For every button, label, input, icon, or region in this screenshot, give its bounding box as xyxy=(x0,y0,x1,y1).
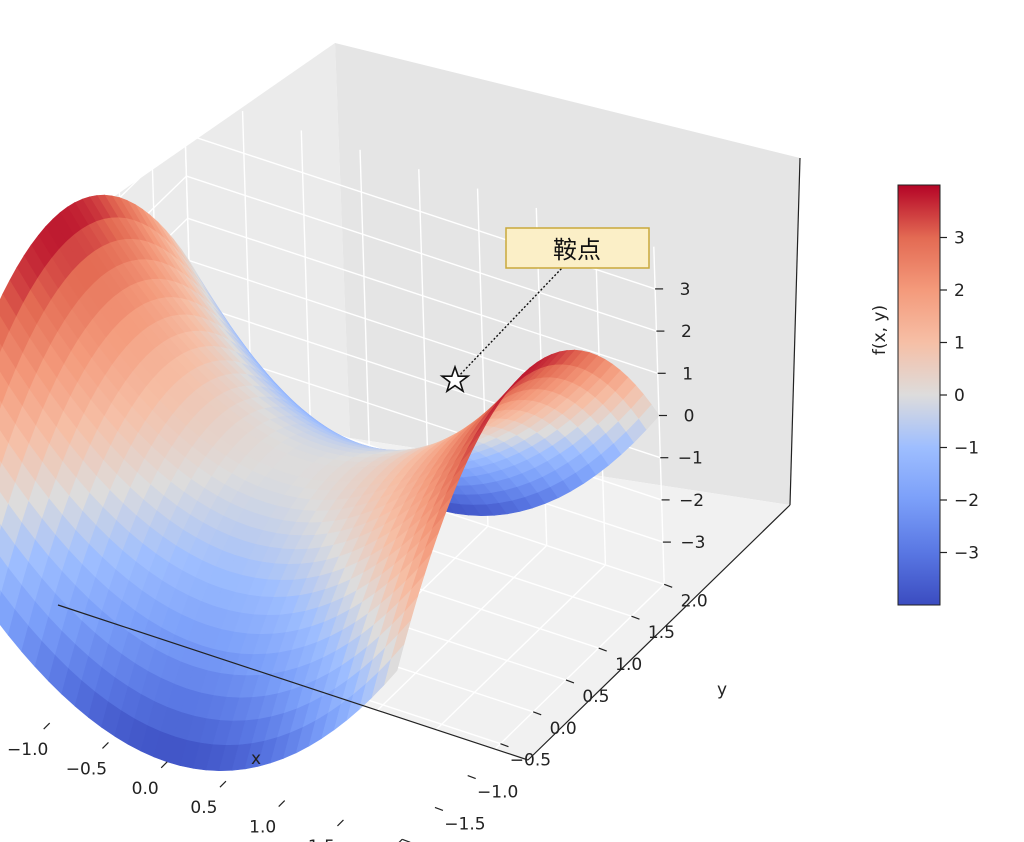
x-ticks: −2.0−1.5−1.0−0.50.00.51.01.52.0 xyxy=(7,722,403,842)
y-tick-label: −0.5 xyxy=(510,751,551,771)
x-tick-label: 1.0 xyxy=(249,818,276,838)
back-pane-right xyxy=(335,43,800,505)
colorbar-label: f(x, y) xyxy=(870,305,890,355)
z-ticks: −3 −2 −1 0 1 2 3 xyxy=(655,280,705,553)
x-tick-mark xyxy=(278,800,286,807)
z-tick-label: −2 xyxy=(679,491,704,511)
y-tick-mark xyxy=(631,615,640,620)
x-tick-mark xyxy=(398,838,403,842)
colorbar-tick-label: 2 xyxy=(954,281,965,301)
z-tick-label: 2 xyxy=(681,322,692,342)
colorbar-tick-label: 3 xyxy=(954,229,965,249)
y-axis-line xyxy=(527,504,791,761)
y-tick-label: −1.5 xyxy=(444,814,485,834)
x-tick-label: −0.5 xyxy=(66,759,107,779)
z-tick-label: 0 xyxy=(684,407,695,427)
x-tick-mark xyxy=(160,761,168,769)
floor-grid-x xyxy=(284,545,548,802)
x-tick-label: 1.5 xyxy=(308,837,335,842)
z-tick-label: −1 xyxy=(678,449,703,469)
colorbar-tick-label: −3 xyxy=(954,544,979,564)
x-tick-label: 0.5 xyxy=(190,798,217,818)
y-tick-mark xyxy=(500,743,509,748)
axes xyxy=(57,157,801,761)
y-tick-mark xyxy=(663,583,673,588)
colorbar: 3 2 1 0 −1 −2 −3 f(x, y) xyxy=(870,184,979,606)
saddle-point-star-icon xyxy=(439,364,471,394)
saddle-surface xyxy=(0,194,660,772)
y-tick-label: 0.0 xyxy=(550,719,577,739)
y-ticks: −2.0−1.5−1.0−0.50.00.51.01.52.0 xyxy=(401,583,708,842)
z-axis-line xyxy=(789,157,801,506)
y-tick-label: 1.0 xyxy=(615,655,642,675)
surface-patch xyxy=(384,644,404,685)
annotation-arrow xyxy=(454,267,563,381)
x-tick-mark xyxy=(219,780,227,788)
y-tick-mark xyxy=(598,647,607,652)
x-tick-mark xyxy=(43,722,51,730)
y-tick-label: 0.5 xyxy=(582,687,609,707)
floor-grid-x xyxy=(342,564,606,821)
annotation-text: 鞍点 xyxy=(553,236,601,264)
colorbar-gradient xyxy=(897,184,941,606)
x-axis-line xyxy=(57,604,529,761)
y-axis-label: y xyxy=(717,680,727,700)
z-tick-label: 3 xyxy=(680,280,691,300)
x-tick-mark xyxy=(337,819,344,827)
saddle-point-annotation: 鞍点 xyxy=(439,227,650,394)
back-grid-z xyxy=(187,217,658,374)
colorbar-tick-label: −1 xyxy=(954,439,979,459)
y-tick-label: 1.5 xyxy=(648,623,675,643)
annotation-box xyxy=(505,227,650,269)
y-tick-mark xyxy=(467,774,476,780)
x-axis-label: x xyxy=(251,749,261,769)
y-tick-mark xyxy=(434,806,444,811)
y-tick-label: 2.0 xyxy=(681,591,708,611)
x-tick-mark xyxy=(102,742,109,749)
z-tick-label: −3 xyxy=(680,533,705,553)
colorbar-tick-label: 0 xyxy=(954,386,965,406)
x-tick-label: −1.0 xyxy=(7,740,48,760)
y-tick-mark xyxy=(565,679,575,684)
y-tick-label: −1.0 xyxy=(477,783,518,803)
colorbar-ticks: 3 2 1 0 −1 −2 −3 xyxy=(940,229,979,564)
x-tick-label: 0.0 xyxy=(132,779,159,799)
y-tick-mark xyxy=(532,711,542,716)
colorbar-tick-label: −2 xyxy=(954,491,979,511)
colorbar-tick-label: 1 xyxy=(954,334,965,354)
z-tick-label: 1 xyxy=(682,364,693,384)
back-grid-z xyxy=(186,175,657,332)
